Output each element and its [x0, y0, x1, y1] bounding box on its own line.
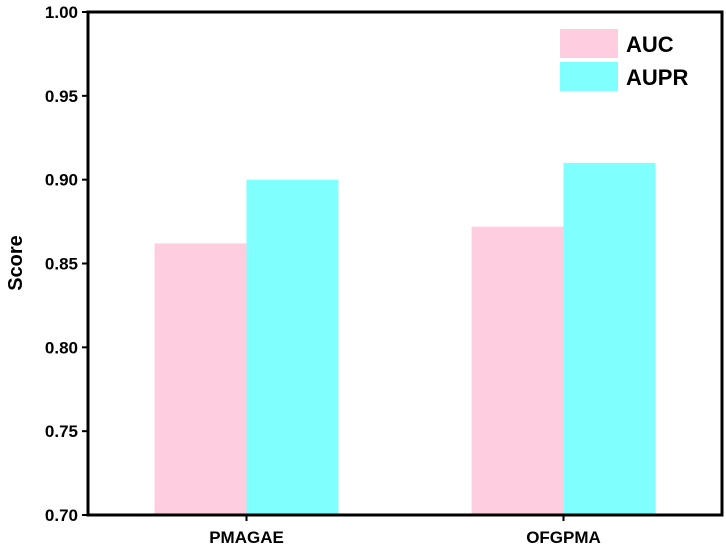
x-tick-label: PMAGAE [209, 528, 284, 547]
y-tick-label: 0.70 [45, 506, 78, 525]
y-tick-label: 0.85 [45, 255, 78, 274]
y-tick-label: 0.90 [45, 171, 78, 190]
y-tick-label: 1.00 [45, 3, 78, 22]
legend-label-aupr: AUPR [626, 65, 688, 90]
bar-aupr-ofgpma [563, 162, 656, 515]
bar-aupr-pmagae [246, 179, 339, 515]
legend-swatch-aupr [560, 62, 618, 91]
y-tick-label: 0.80 [45, 338, 78, 357]
y-axis-label: Score [5, 235, 27, 291]
legend: AUC AUPR [560, 29, 688, 91]
bar-auc-ofgpma [471, 226, 564, 515]
bar-auc-pmagae [154, 243, 247, 515]
legend-label-auc: AUC [626, 32, 674, 57]
x-tick-label: OFGPMA [526, 528, 601, 547]
y-tick-label: 0.75 [45, 422, 78, 441]
legend-swatch-auc [560, 29, 618, 58]
y-tick-label: 0.95 [45, 87, 78, 106]
